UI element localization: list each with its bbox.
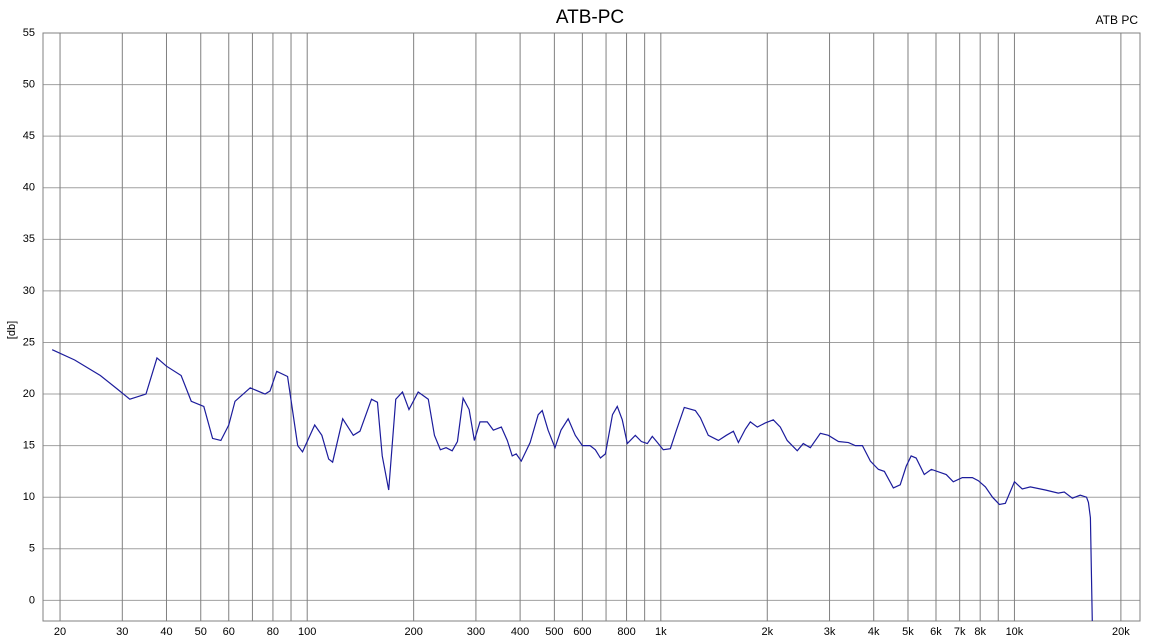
x-tick-label: 300 — [467, 626, 485, 638]
y-tick-label: 10 — [23, 491, 35, 503]
x-tick-label: 8k — [974, 626, 986, 638]
x-tick-label: 1k — [655, 626, 667, 638]
x-tick-label: 500 — [545, 626, 563, 638]
y-tick-label: 25 — [23, 336, 35, 348]
y-axis-label: [db] — [6, 321, 18, 339]
x-tick-label: 40 — [160, 626, 172, 638]
x-tick-label: 30 — [116, 626, 128, 638]
y-tick-label: 15 — [23, 440, 35, 452]
x-tick-label: 5k — [902, 626, 914, 638]
x-tick-label: 10k — [1006, 626, 1024, 638]
x-tick-label: 400 — [511, 626, 529, 638]
y-tick-label: 0 — [29, 594, 35, 606]
x-tick-label: 80 — [267, 626, 279, 638]
chart-title: ATB-PC — [556, 7, 624, 28]
x-tick-label: 7k — [954, 626, 966, 638]
y-tick-label: 45 — [23, 130, 35, 142]
line — [51, 349, 1093, 622]
x-tick-label: 800 — [617, 626, 635, 638]
y-tick-label: 30 — [23, 285, 35, 297]
plot-border — [42, 32, 1141, 622]
y-tick-label: 55 — [23, 27, 35, 39]
y-tick-label: 40 — [23, 182, 35, 194]
x-tick-label: 50 — [195, 626, 207, 638]
x-tick-label: 4k — [868, 626, 880, 638]
x-tick-label: 100 — [298, 626, 316, 638]
x-tick-label: 20 — [54, 626, 66, 638]
x-tick-label: 2k — [761, 626, 773, 638]
y-tick-label: 20 — [23, 388, 35, 400]
x-tick-label: 200 — [404, 626, 422, 638]
legend-label: ATB PC — [1096, 13, 1139, 27]
y-tick-label: 5 — [29, 543, 35, 555]
x-tick-label: 20k — [1112, 626, 1130, 638]
x-tick-label: 600 — [573, 626, 591, 638]
y-tick-label: 50 — [23, 78, 35, 90]
y-tick-label: 35 — [23, 233, 35, 245]
x-tick-label: 3k — [824, 626, 836, 638]
x-tick-label: 6k — [930, 626, 942, 638]
x-tick-label: 60 — [223, 626, 235, 638]
